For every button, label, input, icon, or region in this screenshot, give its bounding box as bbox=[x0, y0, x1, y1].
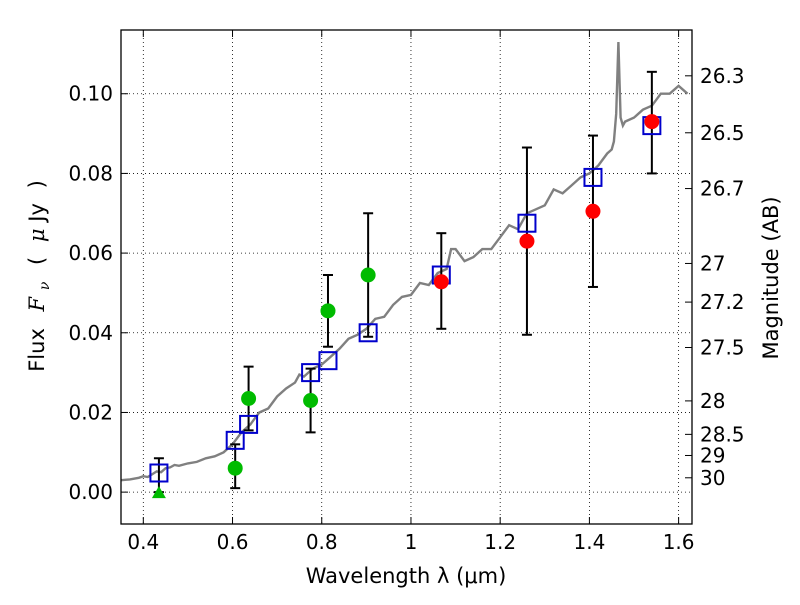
x-tick-label: 1.2 bbox=[484, 530, 516, 554]
y-axis-title-symbol-nu: ν bbox=[37, 281, 53, 290]
green-data-point bbox=[360, 267, 376, 283]
green-upper-limit-triangle bbox=[151, 486, 166, 499]
y-tick-label: 0.04 bbox=[68, 321, 113, 345]
x-tick-label: 0.6 bbox=[217, 530, 249, 554]
right-tick-label: 26.5 bbox=[700, 121, 745, 145]
plot-frame bbox=[120, 29, 693, 525]
red-data-point bbox=[585, 203, 601, 219]
green-data-point bbox=[241, 391, 257, 407]
model-point-square bbox=[239, 414, 259, 434]
x-tick-label: 1.4 bbox=[573, 530, 605, 554]
y-axis-title: Flux F ν ( μ Jy ) bbox=[25, 180, 54, 372]
x-tick-label: 1.6 bbox=[663, 530, 695, 554]
right-tick-label: 28.5 bbox=[700, 422, 745, 446]
model-point-square bbox=[301, 363, 321, 383]
y-axis-title-close-paren: ) bbox=[25, 180, 49, 188]
y-tick-label: 0.06 bbox=[68, 241, 113, 265]
model-sed-line bbox=[121, 41, 689, 482]
model-point-square bbox=[517, 213, 537, 233]
y-axis-title-flux: Flux bbox=[25, 328, 49, 372]
grid-layer bbox=[121, 30, 692, 524]
y-tick-label: 0.08 bbox=[68, 161, 113, 185]
green-data-point bbox=[303, 393, 319, 408]
y-tick-label: 0.10 bbox=[68, 82, 113, 106]
x-tick-label: 0.4 bbox=[127, 530, 159, 554]
x-tick-label: 0.8 bbox=[306, 530, 338, 554]
y-axis-title-symbol-f: F bbox=[25, 295, 49, 312]
model-point-square bbox=[583, 167, 603, 187]
x-tick-label: 1 bbox=[405, 530, 418, 554]
right-tick-label: 30 bbox=[700, 466, 725, 490]
model-point-square bbox=[225, 430, 245, 450]
model-sed-layer bbox=[121, 41, 689, 482]
right-tick-label: 27 bbox=[700, 251, 725, 275]
model-point-square bbox=[358, 323, 378, 343]
right-tick-label: 26.3 bbox=[700, 64, 745, 88]
right-tick-label: 27.5 bbox=[700, 336, 745, 360]
y-tick-label: 0.02 bbox=[68, 400, 113, 424]
red-data-point bbox=[644, 114, 660, 130]
right-tick-label: 29 bbox=[700, 443, 725, 467]
right-tick-label: 28 bbox=[700, 389, 725, 413]
model-point-square bbox=[318, 351, 338, 371]
error-bars-layer bbox=[153, 70, 657, 494]
right-tick-label: 27.2 bbox=[700, 290, 745, 314]
red-data-point bbox=[433, 274, 449, 290]
y-axis-title-unit-mu: μ bbox=[25, 228, 49, 242]
right-tick-label: 26.7 bbox=[700, 177, 745, 201]
y-axis-title-unit: Jy bbox=[25, 203, 49, 224]
markers-layer bbox=[149, 114, 662, 499]
y-axis-title-open-paren: ( bbox=[25, 257, 49, 265]
green-data-point bbox=[320, 303, 336, 319]
green-data-point bbox=[227, 460, 243, 476]
model-point-square bbox=[149, 463, 169, 483]
red-data-point bbox=[519, 233, 535, 249]
x-axis-title: Wavelength λ (μm) bbox=[306, 564, 507, 588]
right-axis-title: Magnitude (AB) bbox=[759, 196, 783, 359]
y-tick-label: 0.00 bbox=[68, 480, 113, 504]
tick-layer: 0.4 0.6 0.8 1 1.2 1.4 1.6 0.00 0.02 0.04 0.06 0.08 0… bbox=[68, 30, 745, 554]
